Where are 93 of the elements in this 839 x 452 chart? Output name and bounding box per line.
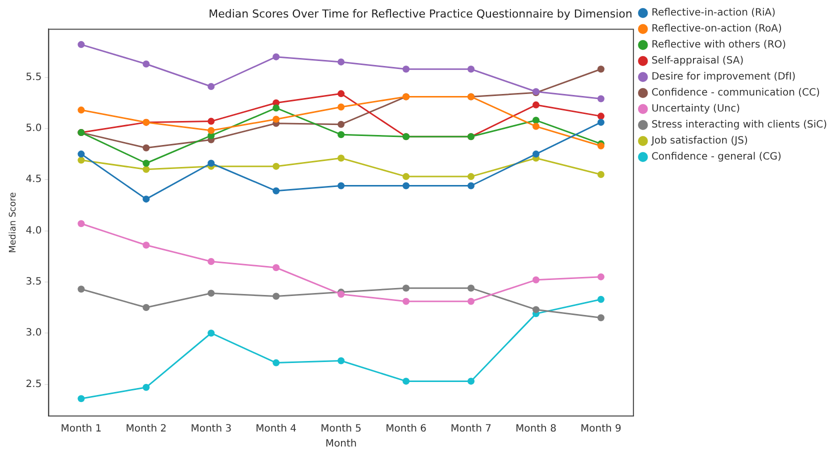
point [208, 160, 215, 167]
point [468, 298, 475, 305]
point [272, 292, 280, 300]
point [78, 395, 85, 402]
point [402, 298, 410, 305]
point [338, 131, 345, 138]
point [272, 104, 280, 112]
point [338, 154, 345, 162]
point [142, 144, 150, 152]
point [78, 286, 85, 293]
point [338, 120, 345, 128]
point [597, 112, 604, 120]
x-tick-label: Month 5 [320, 424, 362, 435]
point [468, 182, 475, 190]
x-tick-label: Month 1 [60, 424, 102, 435]
point [532, 122, 540, 130]
point [597, 66, 604, 73]
point [208, 127, 215, 134]
point [532, 101, 540, 108]
point [208, 83, 215, 90]
point [142, 166, 150, 173]
point [597, 95, 604, 102]
legend-label: Reflective with others (RO) [651, 40, 786, 51]
point [272, 53, 280, 60]
legend-label: Reflective-on-action (RoA) [651, 24, 782, 35]
point [142, 242, 150, 249]
point [208, 258, 215, 265]
point [402, 66, 410, 73]
point [142, 60, 150, 68]
x-tick-label: Month 9 [580, 424, 622, 435]
point [338, 90, 345, 98]
point [532, 276, 540, 284]
point [272, 187, 280, 194]
y-tick-label: 5.5 [26, 72, 42, 83]
point [208, 118, 215, 125]
legend-label: Confidence - general (CG) [651, 152, 782, 163]
y-tick-label: 5.0 [26, 123, 42, 134]
x-tick-label: Month 2 [126, 424, 167, 435]
legend-label: Stress interacting with clients (SiC) [651, 120, 828, 131]
point [402, 173, 410, 180]
x-tick-label: Month 8 [516, 424, 556, 435]
point [78, 41, 85, 48]
point [532, 306, 540, 314]
point [338, 182, 345, 190]
point [78, 156, 85, 164]
point [468, 284, 475, 292]
point [468, 173, 475, 180]
legend-label: Uncertainty (Unc) [651, 104, 740, 115]
point [142, 304, 150, 312]
point [338, 357, 345, 364]
legend-label: Confidence - communication (CC) [651, 88, 820, 99]
y-tick-label: 3.0 [26, 328, 42, 339]
y-tick-label: 3.5 [26, 276, 42, 288]
point [142, 384, 150, 391]
point [532, 116, 540, 124]
point [468, 378, 475, 385]
point [338, 58, 345, 66]
y-tick-label: 4.5 [26, 174, 42, 186]
legend-label: Reflective-in-action (RiA) [651, 8, 776, 19]
point [402, 378, 410, 385]
point [272, 264, 280, 272]
point [597, 171, 604, 178]
y-axis-title: Median Score [8, 192, 19, 254]
legend-label: Self-appraisal (SA) [651, 56, 744, 67]
point [208, 290, 215, 297]
point [78, 106, 85, 114]
point [272, 359, 280, 366]
point [402, 284, 410, 292]
point [208, 330, 215, 337]
point [338, 103, 345, 110]
point [78, 220, 85, 228]
point [272, 162, 280, 170]
point [468, 66, 475, 73]
x-tick-label: Month 3 [190, 424, 232, 435]
x-tick-label: Month 4 [256, 424, 297, 435]
point [597, 273, 604, 280]
point [142, 160, 150, 167]
x-axis-title: Month [325, 438, 357, 450]
point [142, 196, 150, 203]
point [402, 182, 410, 190]
y-tick-label: 4.0 [26, 225, 42, 236]
point [78, 150, 85, 158]
x-tick-label: Month 7 [450, 424, 492, 435]
x-tick-label: Month 6 [386, 424, 426, 435]
point [597, 296, 604, 303]
point [272, 116, 280, 123]
y-tick-label: 2.5 [26, 378, 42, 390]
legend-label: Job satisfaction (JS) [650, 136, 748, 147]
point [597, 118, 604, 126]
point [597, 314, 604, 322]
chart-title: Median Scores Over Time for Reflective Practice Questionnaire by Dimension [208, 7, 632, 20]
point [532, 150, 540, 158]
legend-label: Desire for improvement (DfI) [651, 72, 796, 83]
